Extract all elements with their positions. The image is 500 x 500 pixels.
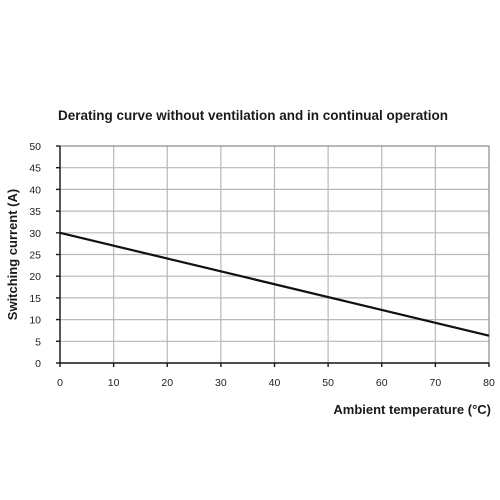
- x-tick-label-1: 10: [108, 377, 120, 389]
- y-tick-label-6: 30: [29, 228, 41, 240]
- x-tick-labels: 0 10 20 30 40 50 60 70 80: [57, 377, 495, 389]
- series-group: [59, 231, 490, 337]
- y-tick-label-4: 20: [29, 271, 41, 283]
- x-tick-label-3: 30: [215, 377, 227, 389]
- y-tick-label-10: 50: [29, 141, 41, 153]
- x-tick-label-0: 0: [57, 377, 63, 389]
- y-tick-label-1: 5: [35, 336, 41, 348]
- x-tick-label-4: 40: [269, 377, 281, 389]
- y-tick-label-5: 25: [29, 250, 41, 262]
- x-tick-label-7: 70: [430, 377, 442, 389]
- axes: [56, 145, 490, 367]
- grid: [60, 146, 489, 363]
- x-tick-label-2: 20: [161, 377, 173, 389]
- y-axis-label: Switching current (A): [5, 189, 20, 320]
- y-tick-label-0: 0: [35, 358, 41, 370]
- y-tick-labels: 0 5 10 15 20 25 30 35 40 45 50: [29, 141, 41, 370]
- x-tick-label-5: 50: [322, 377, 334, 389]
- y-tick-label-2: 10: [29, 315, 41, 327]
- y-tick-label-8: 40: [29, 184, 41, 196]
- y-tick-label-3: 15: [29, 293, 41, 305]
- y-tick-label-7: 35: [29, 206, 41, 218]
- series-line-0: [59, 231, 490, 337]
- x-tick-label-8: 80: [483, 377, 495, 389]
- y-tick-label-9: 45: [29, 163, 41, 175]
- x-axis-label: Ambient temperature (°C): [333, 402, 491, 417]
- chart-title: Derating curve without ventilation and i…: [58, 108, 448, 123]
- x-tick-label-6: 60: [376, 377, 388, 389]
